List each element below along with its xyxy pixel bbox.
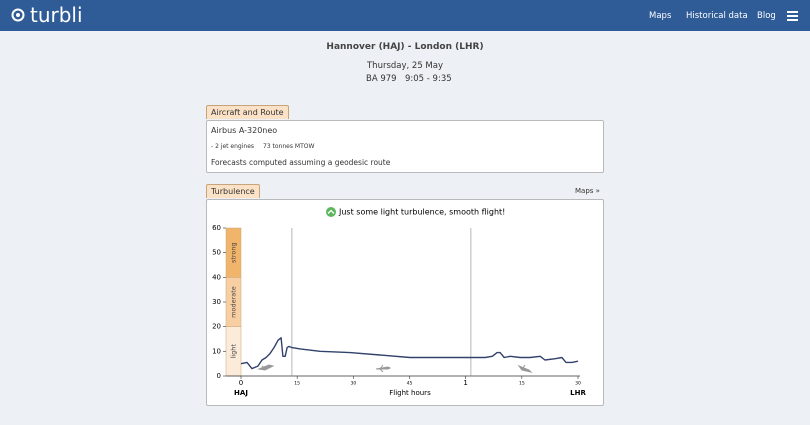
logo-icon — [11, 8, 25, 22]
message: Just some light turbulence, smooth fligh… — [338, 208, 505, 217]
y-tick-label: 0 — [217, 372, 221, 380]
mtow: 73 tonnes MTOW — [263, 143, 315, 150]
x-axis-label: Flight hours — [389, 389, 431, 397]
aircraft-model: Airbus A-320neo — [211, 126, 278, 135]
maps-link[interactable]: Maps » — [575, 187, 600, 195]
band-label: light — [230, 344, 238, 359]
flight-number: BA 979 — [366, 74, 397, 84]
y-tick-label: 50 — [212, 249, 221, 257]
nav-link[interactable]: Blog — [757, 11, 776, 21]
x-tick-label: 30 — [575, 381, 581, 387]
origin-label: HAJ — [234, 389, 248, 397]
menu-button[interactable] — [787, 11, 799, 21]
x-tick-label: 15 — [294, 381, 300, 387]
panel-tab: Turbulence — [206, 184, 260, 198]
y-tick-label: 30 — [212, 298, 221, 306]
y-tick-label: 40 — [212, 273, 221, 281]
y-tick-label: 10 — [212, 347, 221, 355]
band-label: moderate — [230, 286, 238, 318]
nav-link[interactable]: Maps — [649, 11, 672, 21]
x-tick-label: 15 — [519, 381, 525, 387]
x-tick-label: 0 — [239, 379, 243, 387]
logo[interactable]: turbli — [30, 3, 83, 27]
engines: - 2 jet engines — [211, 143, 255, 150]
takeoff-icon — [257, 364, 275, 371]
y-tick-label: 20 — [212, 323, 221, 331]
destination-label: LHR — [570, 389, 586, 397]
top-bar: turbli Maps Historical data Blog — [0, 0, 810, 31]
turbulence-line — [240, 337, 579, 370]
x-tick-label: 1 — [463, 379, 467, 387]
aircraft-panel: Airbus A-320neo - 2 jet engines 73 tonne… — [206, 120, 604, 173]
band-label: strong — [230, 242, 238, 263]
y-tick-label: 60 — [212, 224, 221, 232]
ok-icon — [326, 207, 336, 217]
route-note: Forecasts computed assuming a geodesic r… — [211, 158, 391, 167]
x-tick-label: 30 — [350, 381, 356, 387]
date: Thursday, 25 May — [366, 61, 444, 71]
x-tick-label: 45 — [407, 381, 413, 387]
turbulence-panel — [206, 199, 604, 406]
nav-link[interactable]: Historical data — [686, 11, 748, 21]
panel-tab: Aircraft and Route — [206, 105, 289, 119]
route: Hannover (HAJ) - London (LHR) — [326, 42, 484, 52]
flight-time: 9:05 - 9:35 — [405, 74, 452, 84]
ok-icon — [327, 209, 335, 214]
cruise-icon — [375, 364, 392, 373]
landing-icon — [517, 364, 533, 373]
